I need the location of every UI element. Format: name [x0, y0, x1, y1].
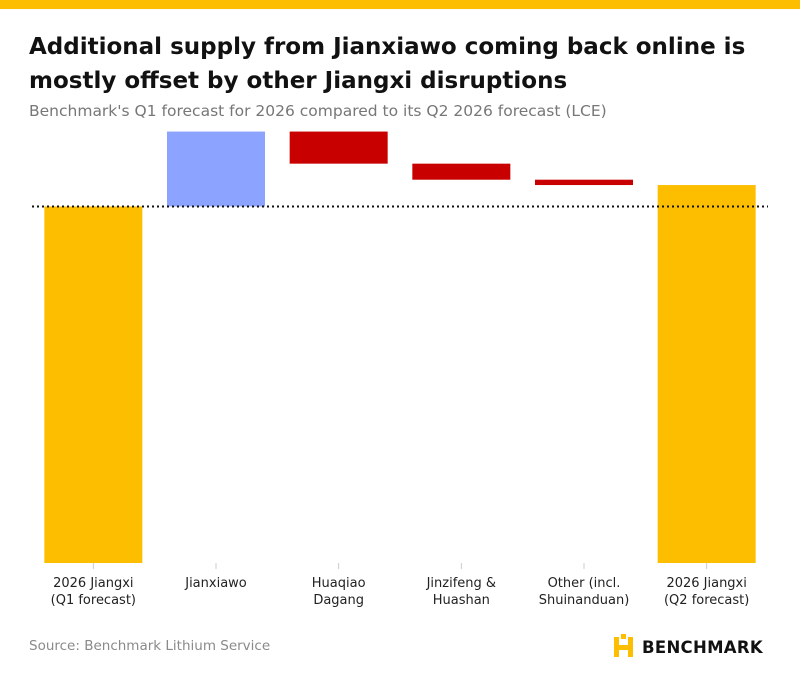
bar-decrease: [289, 131, 388, 164]
bar-decrease: [412, 163, 511, 180]
chart-subtitle: Benchmark's Q1 forecast for 2026 compare…: [29, 102, 607, 120]
bars-layer: [44, 131, 756, 563]
bar-increase: [167, 131, 265, 207]
x-tick-label: Jianxiawo: [184, 576, 247, 591]
chart-title: Additional supply from Jianxiawo coming …: [29, 34, 746, 94]
benchmark-mark-icon: [614, 634, 633, 657]
bar-total: [44, 206, 143, 563]
bar-decrease: [535, 179, 633, 186]
top-accent-bar: [0, 0, 800, 9]
source-note: Source: Benchmark Lithium Service: [29, 638, 271, 654]
x-tick-label: Jinzifeng & Huashan: [426, 576, 496, 608]
x-tick-label: 2026 Jiangxi (Q1 forecast): [51, 576, 136, 608]
bar-total: [657, 185, 756, 563]
benchmark-logo: BENCHMARK: [612, 632, 763, 662]
x-tick-label: Other (incl. Shuinanduan): [539, 576, 630, 608]
x-tick-label: 2026 Jiangxi (Q2 forecast): [664, 576, 749, 608]
brand-name: BENCHMARK: [642, 637, 763, 657]
x-axis-layer: 2026 Jiangxi (Q1 forecast) Jianxiawo Huaqia…: [51, 563, 749, 608]
x-tick-label: Huaqiao Dagang: [312, 576, 366, 608]
